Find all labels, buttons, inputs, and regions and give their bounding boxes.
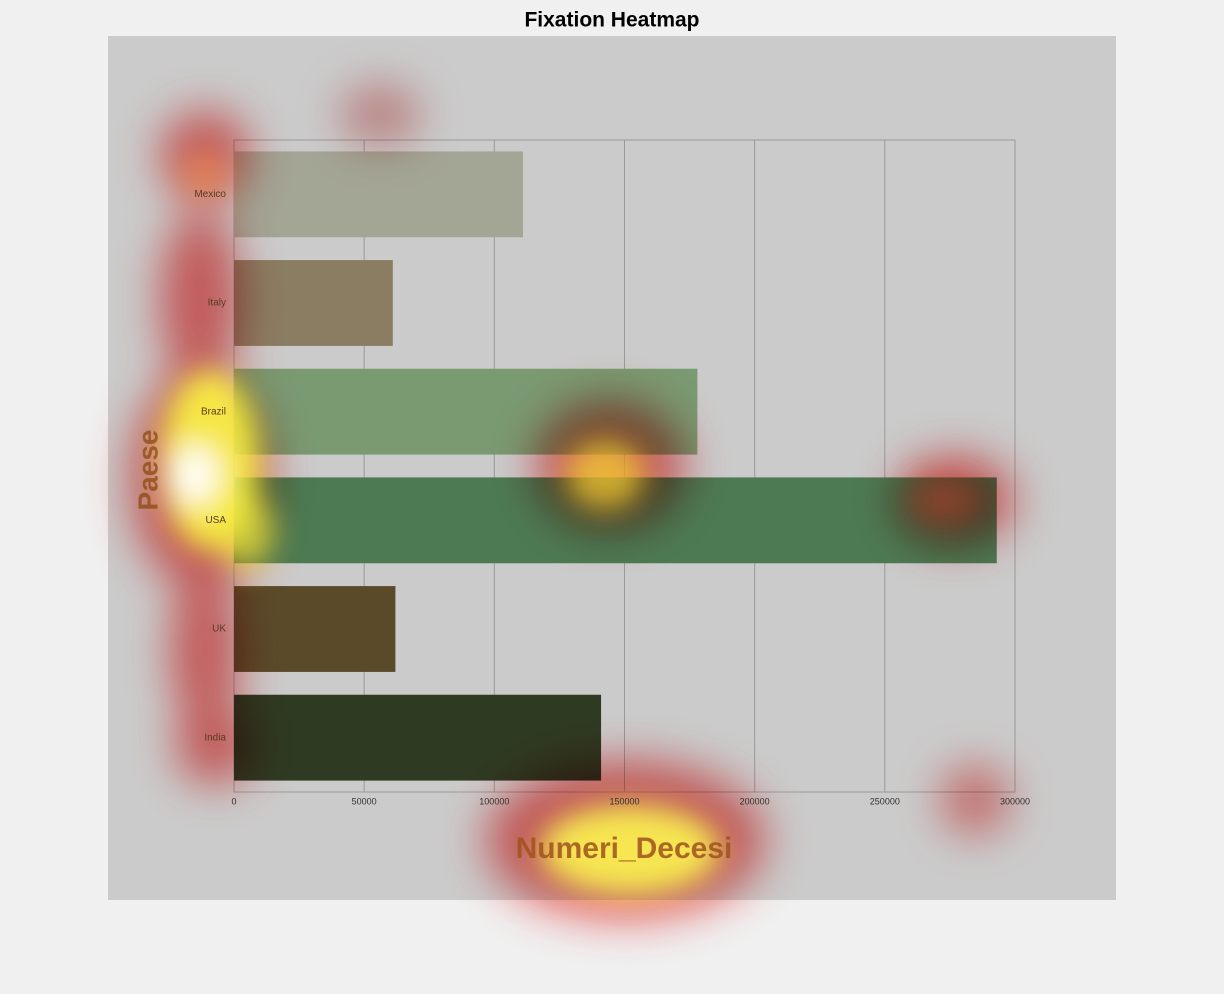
x-axis-label: Numeri_Decesi (516, 832, 733, 865)
y-tick-label: USA (205, 515, 226, 526)
y-tick-label: Brazil (201, 406, 226, 417)
y-tick-label: Mexico (194, 189, 226, 200)
chart-title: Fixation Heatmap (524, 9, 699, 32)
heatmap-hotspots (160, 150, 980, 895)
x-tick-label: 300000 (1000, 796, 1030, 806)
y-axis-label: Paese (132, 430, 163, 511)
bar (234, 586, 396, 672)
x-tick-label: 100000 (479, 796, 509, 806)
x-tick-label: 150000 (609, 796, 639, 806)
bar (234, 151, 523, 238)
x-tick-label: 250000 (870, 796, 900, 806)
x-tick-label: 50000 (352, 796, 377, 806)
x-tick-label: 200000 (740, 796, 770, 806)
bar (234, 694, 602, 781)
x-tick-label: 0 (231, 796, 236, 806)
y-tick-label: Italy (208, 298, 226, 309)
bar (234, 260, 393, 346)
y-tick-label: India (204, 732, 226, 743)
y-tick-label: UK (212, 624, 226, 635)
